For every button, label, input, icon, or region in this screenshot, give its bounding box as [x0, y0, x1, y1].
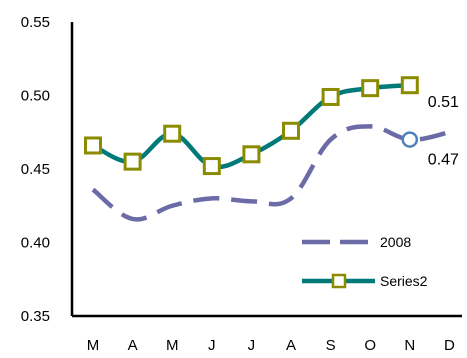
- series-layer: [84, 76, 450, 222]
- series2-marker: [84, 136, 102, 155]
- legend: 2008 Series2: [302, 234, 428, 289]
- series2-marker: [400, 76, 419, 95]
- x-tick-label: A: [128, 337, 138, 354]
- legend-series2-label: Series2: [380, 273, 428, 289]
- series2-marker: [123, 152, 142, 171]
- series-2008-highlight-marker: [401, 131, 419, 148]
- x-tick-label: J: [208, 337, 216, 354]
- x-tick-label: M: [87, 337, 100, 354]
- x-tick-label: N: [404, 337, 415, 354]
- x-tick-label: J: [248, 337, 256, 354]
- x-tick-label: O: [364, 337, 376, 354]
- x-tick-label: M: [166, 337, 179, 354]
- series2-marker: [321, 87, 340, 106]
- series2-marker: [242, 145, 261, 164]
- y-tick-label: 0.35: [21, 308, 50, 325]
- data-label: 0.47: [428, 152, 459, 169]
- legend-2008-label: 2008: [380, 234, 411, 250]
- y-tick-label: 0.45: [21, 161, 50, 178]
- y-tick-labels: 0.55 0.50 0.45 0.40 0.35: [21, 14, 50, 325]
- series2-marker: [163, 124, 182, 143]
- data-labels: 0.51 0.47: [428, 94, 459, 168]
- series-2008-line: [91, 124, 450, 222]
- y-tick-label: 0.50: [21, 88, 50, 105]
- x-tick-label: D: [444, 337, 455, 354]
- series2-marker: [361, 79, 380, 98]
- y-tick-label: 0.55: [21, 14, 50, 31]
- x-tick-label: S: [326, 337, 336, 354]
- series2-marker: [202, 157, 221, 176]
- y-tick-label: 0.40: [21, 235, 50, 252]
- series2-marker: [282, 121, 300, 140]
- x-tick-label: A: [286, 337, 296, 354]
- legend-series2-marker: [331, 273, 347, 289]
- axes: [70, 22, 462, 318]
- data-label: 0.51: [428, 94, 459, 111]
